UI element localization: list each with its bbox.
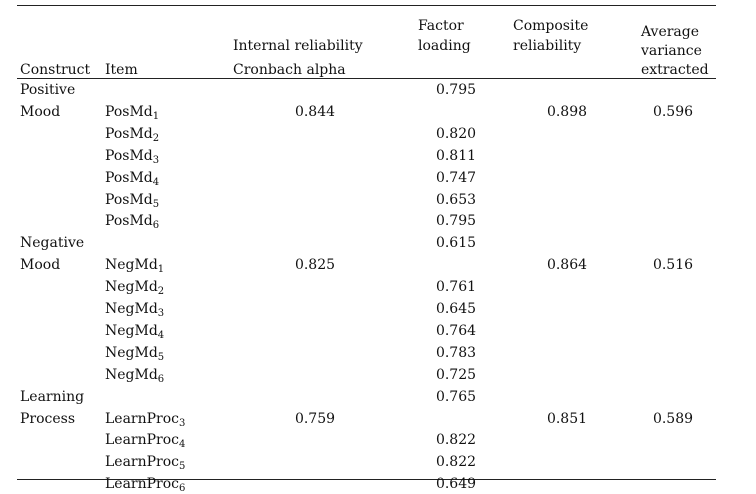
header-composite-reliability-line2: reliability [513, 38, 582, 54]
item-subscript: 2 [152, 132, 160, 144]
construct-label-line1: Negative [20, 235, 85, 252]
item-base: NegMd [105, 366, 158, 383]
factor-loading-value: 0.761 [435, 279, 477, 296]
factor-loading-value: 0.795 [435, 213, 477, 230]
bottom-rule [17, 479, 716, 480]
first-factor-loading: 0.795 [435, 82, 477, 98]
item-subscript: 6 [157, 373, 165, 385]
item-label: NegMd5 [105, 344, 165, 363]
item-label: NegMd6 [105, 366, 165, 385]
item-label: NegMd2 [105, 279, 165, 298]
item-subscript: 1 [157, 264, 165, 276]
factor-loading-value: 0.811 [435, 147, 477, 164]
header-composite-reliability-line1: Composite [513, 18, 589, 34]
factor-loading-value: 0.653 [435, 191, 477, 208]
item-label: LearnProc4 [105, 432, 186, 451]
header-ave-line2: variance [641, 43, 702, 59]
item-subscript: 3 [152, 154, 160, 166]
cronbach-alpha-value: 0.844 [294, 103, 336, 120]
item-label: LearnProc3 [105, 410, 186, 429]
item-label: PosMd2 [105, 125, 160, 144]
item-base: PosMd [105, 213, 153, 230]
header-rule [17, 78, 716, 79]
header-internal-reliability-line1: Internal reliability [233, 38, 363, 54]
ave-value: 0.596 [652, 103, 694, 120]
item-label: PosMd6 [105, 213, 160, 232]
item-base: NegMd [105, 301, 158, 317]
item-subscript: 1 [152, 110, 160, 122]
cronbach-alpha-value: 0.825 [294, 257, 336, 274]
item-label: PosMd5 [105, 191, 160, 210]
header-item: Item [105, 62, 138, 78]
ave-value: 0.589 [652, 410, 694, 427]
item-base: LearnProc [105, 454, 180, 471]
cronbach-alpha-value: 0.759 [294, 410, 336, 427]
construct-label-line1: Positive [20, 82, 76, 98]
construct-label-line2: Process [20, 410, 76, 427]
ave-value: 0.516 [652, 257, 694, 274]
item-base: LearnProc [105, 476, 180, 493]
item-subscript: 3 [179, 417, 186, 429]
factor-loading-value: 0.822 [435, 454, 477, 471]
composite-reliability-value: 0.864 [546, 257, 588, 274]
factor-loading-value: 0.822 [435, 432, 477, 449]
item-subscript: 5 [179, 461, 186, 473]
item-base: PosMd [105, 125, 153, 142]
factor-loading-value: 0.820 [435, 125, 477, 142]
top-rule [17, 5, 716, 6]
construct-label-line1: Learning [20, 388, 85, 405]
construct-label-line2: Mood [20, 103, 61, 120]
item-label: LearnProc6 [105, 476, 186, 494]
construct-label-line2: Mood [20, 257, 61, 274]
item-label: PosMd3 [105, 147, 160, 166]
item-subscript: 5 [152, 198, 160, 210]
item-base: PosMd [105, 147, 153, 164]
item-label: NegMd1 [105, 257, 165, 276]
factor-loading-value: 0.783 [435, 344, 477, 361]
item-label: NegMd4 [105, 322, 165, 341]
header-construct: Construct [20, 62, 91, 78]
first-factor-loading: 0.615 [435, 235, 477, 252]
item-base: LearnProc [105, 410, 180, 427]
item-base: NegMd [105, 322, 158, 339]
item-subscript: 6 [179, 483, 186, 494]
factor-loading-value: 0.645 [435, 301, 477, 317]
first-factor-loading: 0.765 [435, 388, 477, 405]
item-base: PosMd [105, 191, 153, 208]
item-base: NegMd [105, 279, 158, 296]
item-subscript: 4 [157, 329, 165, 341]
factor-loading-value: 0.747 [435, 169, 477, 186]
item-label: PosMd4 [105, 169, 160, 188]
header-ave-line3: extracted [641, 62, 709, 78]
item-subscript: 3 [157, 308, 165, 319]
header-internal-reliability-line2: Cronbach alpha [233, 62, 346, 78]
item-base: PosMd [105, 103, 153, 120]
composite-reliability-value: 0.851 [546, 410, 588, 427]
header-factor-loading-line2: loading [418, 38, 471, 54]
item-subscript: 5 [157, 351, 165, 363]
item-base: NegMd [105, 344, 158, 361]
item-label: LearnProc5 [105, 454, 186, 473]
item-base: NegMd [105, 257, 158, 274]
item-label: PosMd1 [105, 103, 160, 122]
composite-reliability-value: 0.898 [546, 103, 588, 120]
item-label: NegMd3 [105, 301, 165, 319]
item-subscript: 2 [157, 286, 165, 298]
header-ave-line1: Average [641, 24, 700, 40]
item-base: LearnProc [105, 432, 180, 449]
factor-loading-value: 0.764 [435, 322, 477, 339]
item-subscript: 4 [179, 439, 186, 451]
item-base: PosMd [105, 169, 153, 186]
item-subscript: 6 [152, 220, 160, 232]
item-subscript: 4 [152, 176, 160, 188]
header-factor-loading-line1: Factor [418, 18, 464, 34]
factor-loading-value: 0.725 [435, 366, 477, 383]
factor-loading-value: 0.649 [435, 476, 477, 493]
